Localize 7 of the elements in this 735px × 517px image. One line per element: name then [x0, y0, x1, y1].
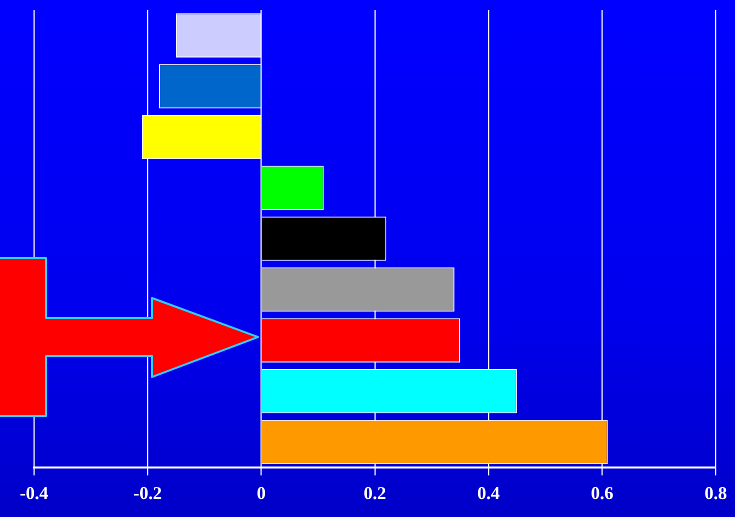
x-tick-label: 0 — [256, 482, 266, 503]
x-tick-label: -0.2 — [133, 482, 162, 503]
x-tick-label: 0.8 — [704, 482, 727, 503]
x-tick-label: 0.6 — [590, 482, 614, 503]
x-tick-label: 0.2 — [364, 482, 386, 503]
x-tick-label: -0.4 — [20, 482, 48, 503]
x-tick-label: 0.4 — [477, 482, 500, 503]
